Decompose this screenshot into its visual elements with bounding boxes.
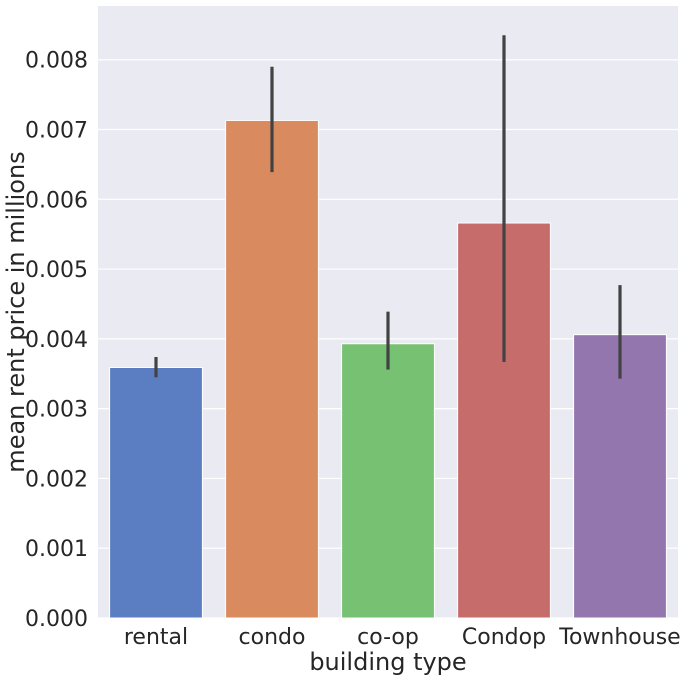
x-tick-label: Townhouse — [558, 625, 680, 650]
y-tick-label: 0.001 — [25, 537, 88, 562]
y-tick-label: 0.006 — [25, 188, 88, 213]
bar-townhouse — [573, 334, 667, 619]
y-tick-label: 0.008 — [25, 49, 88, 74]
bar-rental — [109, 366, 203, 619]
y-tick-label: 0.005 — [25, 258, 88, 283]
x-axis-label: building type — [309, 648, 466, 676]
y-tick-label: 0.007 — [25, 119, 88, 144]
y-tick-label: 0.002 — [25, 467, 88, 492]
x-tick-label: rental — [124, 625, 188, 650]
bar-condo — [225, 119, 319, 619]
x-tick-label: co-op — [357, 625, 419, 650]
bar-co-op — [341, 343, 435, 619]
y-tick-label: 0.003 — [25, 398, 88, 423]
y-tick-label: 0.000 — [25, 607, 88, 632]
x-tick-label: condo — [239, 625, 306, 650]
y-axis-label: mean rent price in millions — [2, 151, 30, 472]
x-tick-label: Condop — [462, 625, 546, 650]
y-tick-label: 0.004 — [25, 328, 88, 353]
